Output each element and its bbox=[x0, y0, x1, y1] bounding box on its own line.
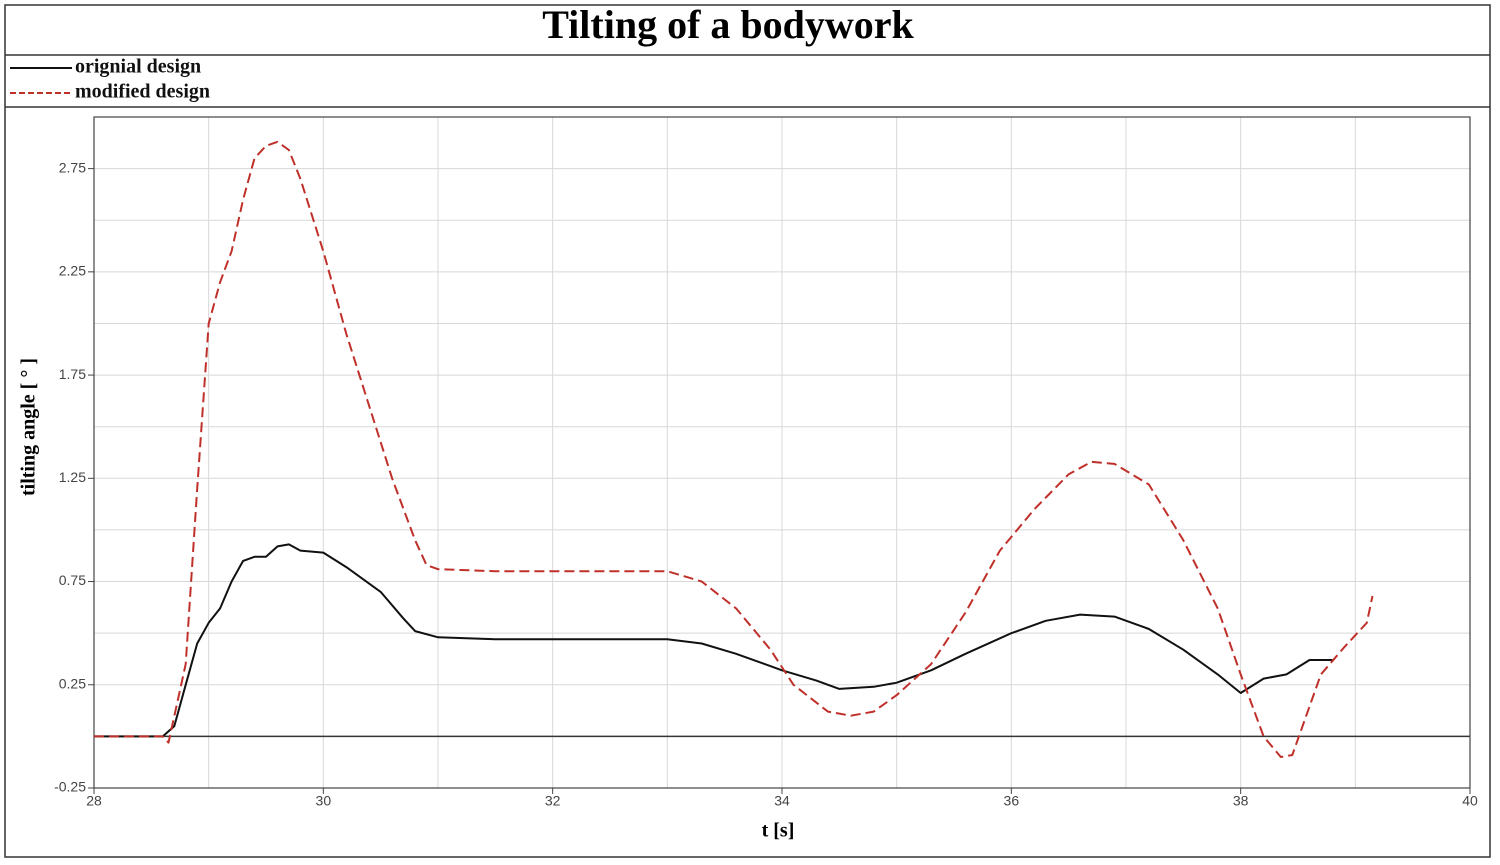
frame bbox=[4, 4, 1491, 858]
y-tick-label: 0.25 bbox=[59, 675, 86, 691]
x-axis-label: t [s] bbox=[762, 820, 795, 842]
y-tick-label: -0.25 bbox=[54, 779, 86, 795]
y-tick-label: 2.25 bbox=[59, 263, 86, 279]
y-tick-label: 0.75 bbox=[59, 572, 86, 588]
x-tick-label: 30 bbox=[316, 793, 332, 809]
series-line bbox=[94, 140, 1374, 758]
plot-frame bbox=[93, 116, 1471, 789]
x-tick-label: 36 bbox=[1004, 793, 1020, 809]
chart-title: Tilting of a bodywork bbox=[542, 2, 914, 47]
y-tick-label: 2.75 bbox=[59, 159, 86, 175]
x-tick-label: 38 bbox=[1233, 793, 1249, 809]
y-tick-label: 1.25 bbox=[59, 469, 86, 485]
x-tick-label: 28 bbox=[86, 793, 102, 809]
series-line bbox=[94, 543, 1333, 738]
x-tick-label: 40 bbox=[1462, 793, 1478, 809]
x-tick-label: 32 bbox=[545, 793, 561, 809]
y-axis-label: tilting angle [ ° ] bbox=[18, 358, 40, 496]
legend-label: modified design bbox=[75, 81, 210, 103]
x-tick-label: 34 bbox=[774, 793, 790, 809]
y-tick-label: 1.75 bbox=[59, 366, 86, 382]
legend-label: orignial design bbox=[75, 56, 201, 78]
